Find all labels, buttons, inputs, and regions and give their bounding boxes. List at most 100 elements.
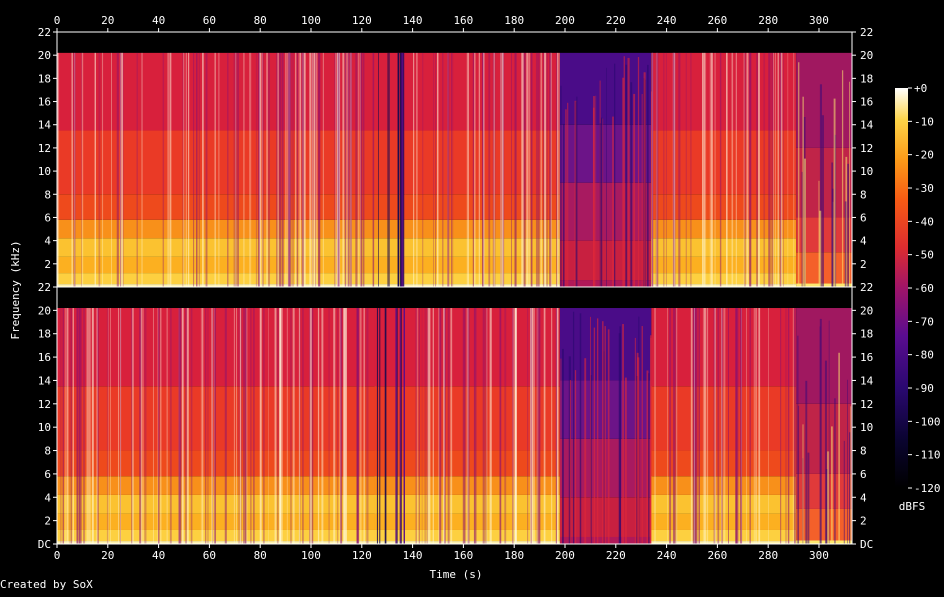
- x-tick-label-top: 220: [606, 14, 626, 27]
- texture-streak: [413, 52, 415, 288]
- texture-streak: [725, 52, 728, 288]
- texture-streak: [676, 308, 678, 544]
- texture-streak: [704, 308, 706, 544]
- segment-3: [404, 52, 560, 288]
- energy-band: [559, 182, 652, 241]
- texture-streak: [158, 308, 160, 544]
- texture-streak: [212, 308, 214, 544]
- texture-streak: [403, 308, 406, 544]
- texture-streak: [669, 308, 672, 544]
- texture-streak: [590, 375, 592, 544]
- x-tick-label-top: 120: [352, 14, 372, 27]
- texture-streak: [546, 52, 548, 288]
- texture-streak: [316, 52, 318, 288]
- texture-streak: [366, 308, 369, 544]
- texture-streak: [473, 52, 474, 288]
- texture-streak: [569, 380, 571, 544]
- x-tick-label-bottom: 80: [254, 549, 267, 562]
- texture-streak: [693, 308, 696, 544]
- texture-streak: [57, 52, 60, 288]
- x-tick-label-top: 180: [504, 14, 524, 27]
- texture-streak: [292, 308, 295, 544]
- colorbar-tick-label: -50: [914, 249, 934, 262]
- texture-streak: [276, 52, 280, 288]
- texture-streak: [416, 52, 418, 288]
- texture-streak: [144, 308, 147, 544]
- texture-streak: [647, 64, 649, 287]
- texture-streak: [467, 52, 469, 288]
- texture-streak: [512, 308, 514, 544]
- texture-streak: [182, 52, 184, 288]
- texture-streak: [179, 308, 182, 544]
- energy-band: [796, 508, 852, 541]
- texture-streak: [779, 52, 782, 288]
- texture-streak: [302, 308, 304, 544]
- texture-streak: [183, 52, 185, 288]
- texture-streak: [674, 308, 677, 544]
- texture-streak: [515, 308, 517, 544]
- texture-streak: [549, 52, 552, 288]
- energy-band: [374, 194, 405, 220]
- texture-streak: [286, 308, 288, 544]
- texture-streak: [694, 308, 695, 544]
- texture-streak: [72, 308, 74, 544]
- texture-streak: [299, 308, 301, 544]
- y-tick-label-left: 18: [38, 72, 51, 85]
- texture-streak: [467, 308, 470, 544]
- segment-6: [796, 308, 852, 544]
- texture-streak: [696, 308, 698, 544]
- energy-band: [404, 529, 560, 542]
- texture-streak: [74, 52, 76, 288]
- texture-streak: [338, 52, 341, 288]
- y-tick-label-right: 6: [860, 211, 867, 224]
- texture-streak: [343, 308, 346, 544]
- texture-streak: [543, 308, 546, 544]
- y-tick-label-right: 16: [860, 96, 873, 109]
- texture-streak: [360, 52, 361, 288]
- texture-streak: [443, 308, 446, 544]
- texture-streak: [82, 52, 84, 288]
- x-tick-label-top: 20: [101, 14, 114, 27]
- texture-streak: [499, 308, 502, 544]
- texture-streak: [719, 52, 722, 288]
- texture-streak: [604, 326, 606, 544]
- texture-streak: [188, 52, 190, 288]
- texture-streak: [535, 52, 538, 288]
- texture-streak: [544, 52, 547, 288]
- texture-streak: [160, 308, 162, 544]
- texture-streak: [690, 52, 692, 288]
- texture-streak: [501, 52, 504, 288]
- texture-streak: [218, 52, 220, 288]
- texture-streak: [819, 326, 821, 544]
- texture-streak: [363, 308, 365, 544]
- texture-streak: [435, 52, 436, 288]
- texture-streak: [663, 52, 665, 288]
- texture-streak: [261, 52, 263, 288]
- texture-streak: [672, 52, 675, 288]
- texture-streak: [735, 52, 737, 288]
- texture-streak: [342, 52, 345, 288]
- energy-band: [651, 476, 797, 495]
- texture-streak: [86, 308, 88, 544]
- energy-band: [374, 284, 405, 287]
- texture-streak: [744, 52, 746, 288]
- texture-streak: [205, 52, 208, 288]
- texture-streak: [122, 52, 124, 288]
- texture-streak: [755, 308, 757, 544]
- y-tick-label-right: 12: [860, 142, 873, 155]
- spectrogram-channel-1: [56, 31, 853, 288]
- texture-streak: [483, 52, 485, 288]
- texture-streak: [500, 52, 502, 288]
- texture-streak: [556, 52, 559, 288]
- texture-streak: [107, 308, 109, 544]
- texture-streak: [311, 52, 313, 288]
- segment-3: [404, 308, 560, 544]
- texture-streak: [267, 308, 269, 544]
- texture-streak: [301, 52, 305, 288]
- energy-band: [374, 256, 405, 274]
- texture-streak: [482, 52, 484, 288]
- texture-streak: [622, 324, 624, 544]
- x-tick-label-bottom: 180: [504, 549, 524, 562]
- texture-streak: [627, 57, 630, 287]
